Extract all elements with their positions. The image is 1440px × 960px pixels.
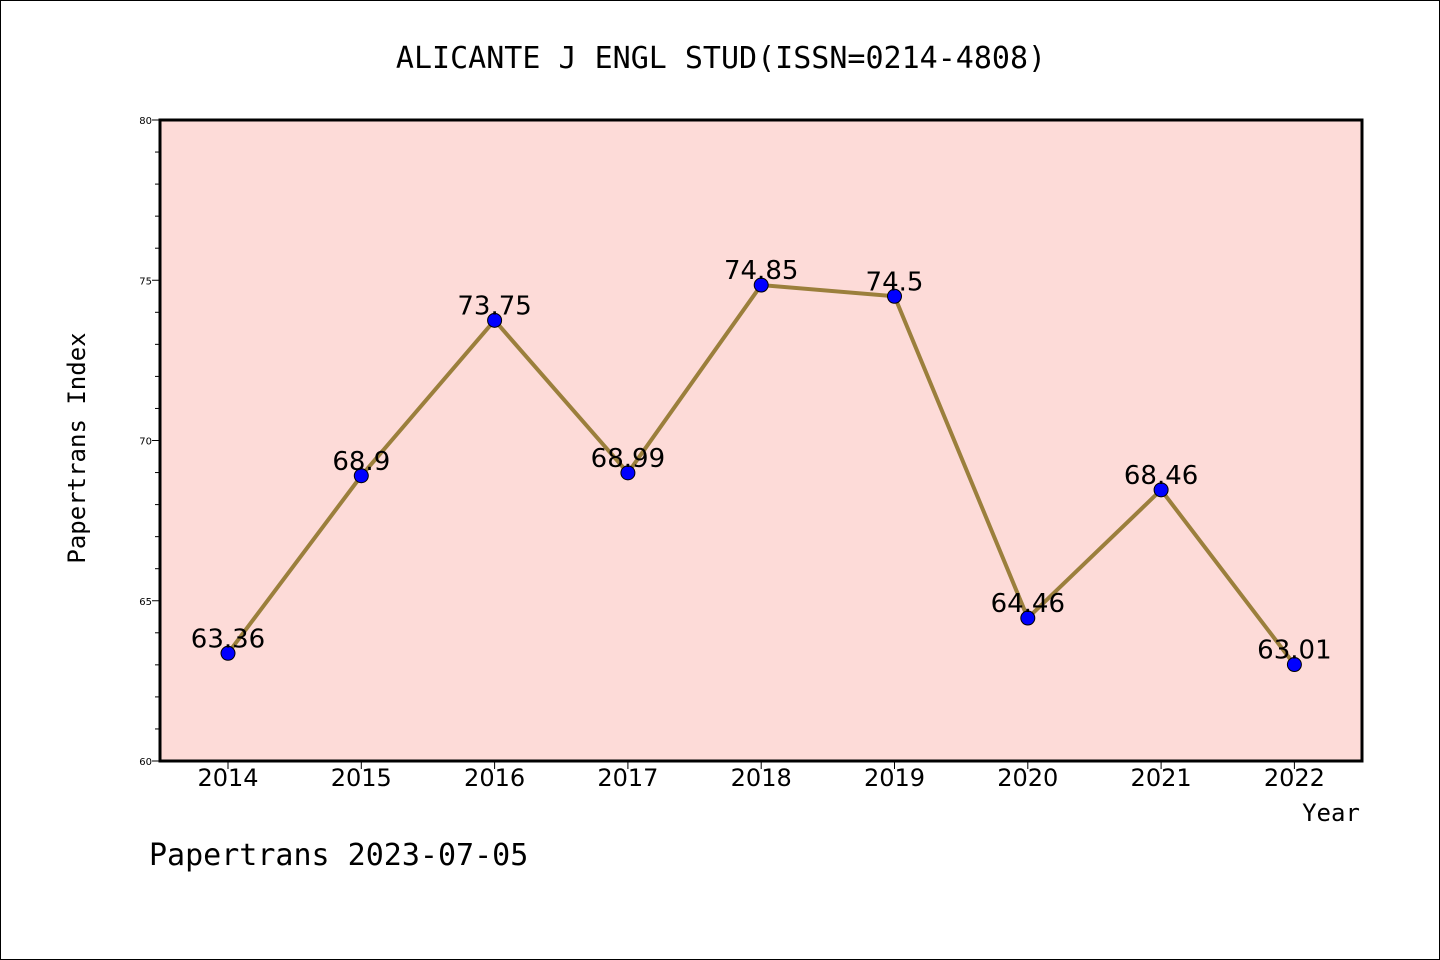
y-tick-label: 80 [139, 116, 152, 127]
y-axis: 60 65 70 75 80 [139, 116, 160, 768]
data-label: 68.99 [591, 444, 665, 474]
data-label: 63.36 [191, 624, 265, 654]
plot-area [158, 118, 1364, 763]
data-label: 63.01 [1257, 636, 1331, 666]
x-tick-label: 2020 [997, 764, 1058, 792]
x-axis-title: Year [1302, 799, 1360, 827]
y-tick-label: 60 [139, 757, 152, 768]
y-tick-label: 65 [139, 597, 152, 608]
data-point [887, 288, 902, 304]
y-tick-label: 70 [139, 437, 152, 448]
data-labels: 63.36 68.9 73.75 68.99 74.85 74.5 64.46 68.46 63… [191, 256, 1332, 665]
x-tick-label: 2016 [464, 764, 525, 792]
x-tick-label: 2015 [331, 764, 392, 792]
data-point [753, 277, 769, 293]
footer-stamp: Papertrans 2023-07-05 [149, 838, 528, 873]
data-point [620, 465, 636, 481]
data-point [1020, 610, 1036, 626]
series-group [220, 277, 1302, 673]
data-label: 64.46 [991, 589, 1065, 619]
x-tick-label: 2018 [731, 764, 792, 792]
x-tick-label: 2014 [197, 764, 258, 792]
data-point [220, 645, 236, 661]
y-axis-title: Papertrans Index [63, 332, 91, 563]
x-tick-label: 2019 [864, 764, 925, 792]
x-tick-label: 2017 [597, 764, 658, 792]
data-point [487, 312, 503, 328]
x-tick-label: 2021 [1131, 764, 1192, 792]
data-point [353, 468, 369, 484]
data-point [1153, 482, 1169, 498]
data-label: 74.85 [724, 256, 798, 286]
chart-title: ALICANTE J ENGL STUD(ISSN=0214-4808) [396, 41, 1046, 76]
data-label: 68.46 [1124, 461, 1198, 491]
x-axis: 2014 2015 2016 2017 2018 2019 2020 2021 2022 [197, 761, 1325, 792]
y-tick-label: 75 [139, 276, 152, 287]
data-label: 73.75 [457, 291, 531, 321]
data-label: 74.5 [866, 267, 924, 297]
x-tick-label: 2022 [1264, 764, 1325, 792]
data-label: 68.9 [332, 447, 390, 477]
data-point [1286, 657, 1302, 673]
